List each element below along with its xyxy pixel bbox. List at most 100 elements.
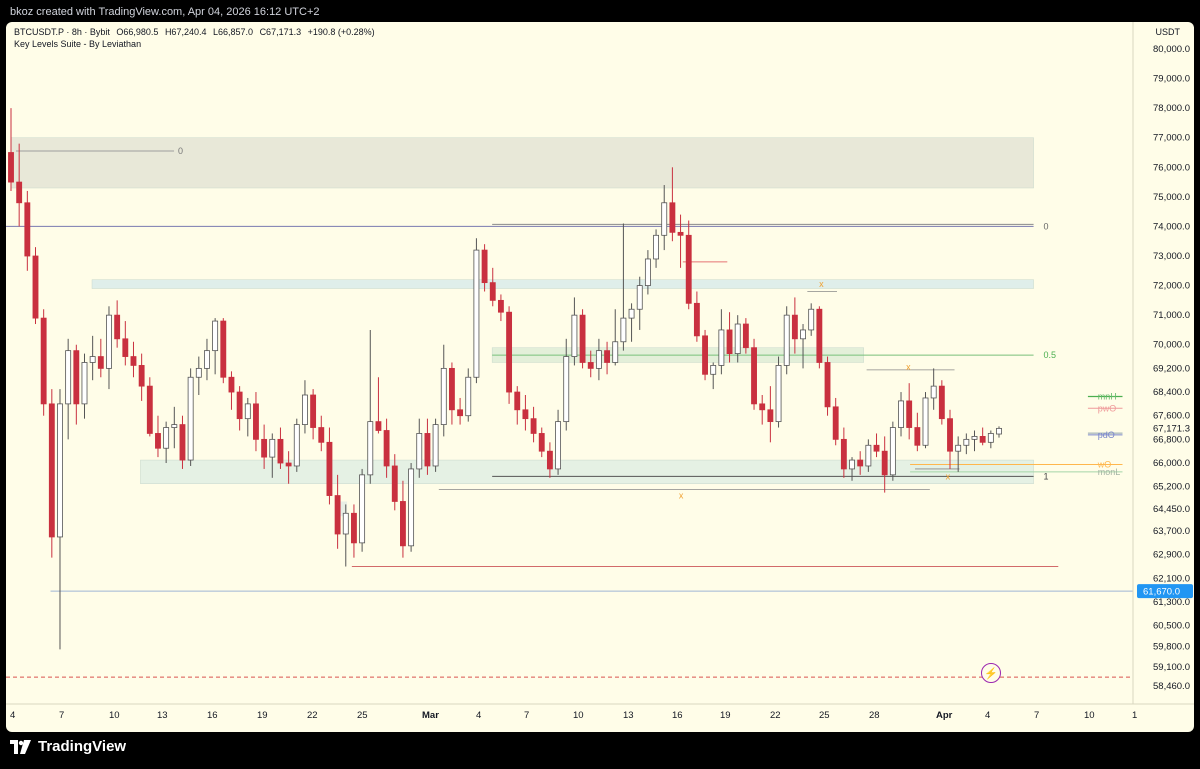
candle-body <box>963 438 970 446</box>
level-label: 0 <box>1043 221 1048 231</box>
candle-body <box>832 406 839 440</box>
candle-body <box>791 314 798 340</box>
symbol-label[interactable]: BTCUSDT.P · 8h · Bybit <box>14 27 110 37</box>
candle-body <box>628 308 635 319</box>
time-tick-label: Apr <box>936 710 953 721</box>
candle-body <box>775 365 782 423</box>
price-tick-label: 75,000.0 <box>1153 192 1190 203</box>
candle-body <box>742 323 749 349</box>
current-price-label: 67,171.3 <box>1153 423 1190 434</box>
candle-body <box>849 459 855 470</box>
candle-body <box>693 302 700 337</box>
candle-body <box>24 202 31 257</box>
candle-body <box>685 234 692 304</box>
candle-body <box>530 418 537 434</box>
candles-group <box>8 108 1002 650</box>
price-tick-label: 77,000.0 <box>1153 133 1190 144</box>
price-tick-label: 65,200.0 <box>1153 482 1190 493</box>
low-value: L66,857.0 <box>213 27 254 37</box>
candle-body <box>702 335 708 375</box>
candle-body <box>326 441 333 496</box>
candle-body <box>546 450 553 470</box>
time-tick-label: 13 <box>157 710 168 721</box>
candle-body <box>571 314 578 357</box>
time-tick-label: 16 <box>207 710 218 721</box>
candle-body <box>416 433 423 470</box>
time-tick-label: 28 <box>869 710 880 721</box>
candle-body <box>302 394 308 425</box>
candle-body <box>971 436 978 440</box>
candle-body <box>408 468 415 547</box>
pivot-marker: x <box>679 491 684 501</box>
candle-body <box>955 444 962 452</box>
candle-body <box>114 314 121 340</box>
price-tick-label: 68,400.0 <box>1153 387 1190 398</box>
level-label: pwO <box>1098 403 1117 413</box>
level-label: mnH <box>1098 391 1117 401</box>
candle-body <box>579 314 586 363</box>
candle-body <box>448 367 455 411</box>
candle-body <box>783 314 790 366</box>
indicator-label[interactable]: Key Levels Suite - By Leviathan <box>14 39 142 49</box>
level-label: monL <box>1098 467 1121 477</box>
candle-body <box>808 308 815 331</box>
candle-body <box>726 329 733 355</box>
candle-body <box>587 362 594 369</box>
price-tick-label: 62,100.0 <box>1153 573 1190 584</box>
time-tick-label: 16 <box>672 710 683 721</box>
candle-body <box>342 512 349 535</box>
candle-body <box>620 317 627 343</box>
candle-body <box>155 433 161 449</box>
time-axis: 4 7 10 13 16 19 22 25 Mar 4 7 10 13 16 19 22 25 28 Apr 4 7 10… <box>6 703 1194 721</box>
candle-body <box>734 323 741 355</box>
time-tick-label: 7 <box>524 710 529 721</box>
candle-body <box>938 385 945 420</box>
candle-body <box>359 474 366 544</box>
candle-body <box>644 258 651 286</box>
candle-body <box>187 376 194 461</box>
tradingview-logo-text: TradingView <box>38 738 127 755</box>
candle-body <box>261 438 268 458</box>
candle-body <box>236 391 243 420</box>
time-tick-label: 25 <box>819 710 830 721</box>
footer-bar: TradingView <box>0 735 1200 769</box>
author-caption: bkoz created with TradingView.com, Apr 0… <box>10 6 320 18</box>
candle-body <box>816 308 823 363</box>
candle-body <box>106 314 112 369</box>
candle-body <box>473 249 480 378</box>
candle-body <box>595 350 602 369</box>
level-label: 0.5 <box>1043 350 1056 360</box>
candle-body <box>669 202 676 233</box>
candle-body <box>538 433 545 452</box>
key-level-zone <box>91 279 1034 289</box>
candle-body <box>16 181 23 204</box>
candle-body <box>947 418 953 452</box>
time-tick-label: 25 <box>357 710 368 721</box>
candle-body <box>310 394 317 428</box>
time-tick-label: 7 <box>1034 710 1039 721</box>
pivot-marker: x <box>906 362 911 372</box>
candle-body <box>759 403 766 411</box>
open-value: O66,980.5 <box>116 27 159 37</box>
candle-body <box>97 356 104 369</box>
candle-body <box>400 501 406 547</box>
price-tick-label: 67,600.0 <box>1153 411 1190 422</box>
chart-panel[interactable]: 0 0 0.5 1 mnH pwO pdO wO monL x x x x 80,000.0 79,000.… <box>6 22 1194 732</box>
candle-body <box>457 409 464 417</box>
candle-body <box>718 329 725 366</box>
candle-body <box>987 433 994 443</box>
candle-body <box>840 438 847 470</box>
level-label: 1 <box>1043 471 1048 481</box>
candle-body <box>563 356 570 423</box>
candle-body <box>171 424 178 428</box>
time-tick-label: 10 <box>573 710 584 721</box>
price-tick-label: 79,000.0 <box>1153 74 1190 85</box>
candle-body <box>73 350 80 405</box>
candle-body <box>653 234 659 260</box>
flash-icon[interactable]: ⚡ <box>981 663 1001 683</box>
price-tick-label: 66,800.0 <box>1153 434 1190 445</box>
price-tick-label: 72,000.0 <box>1153 281 1190 292</box>
time-tick-label: 10 <box>109 710 120 721</box>
candle-body <box>65 350 72 405</box>
